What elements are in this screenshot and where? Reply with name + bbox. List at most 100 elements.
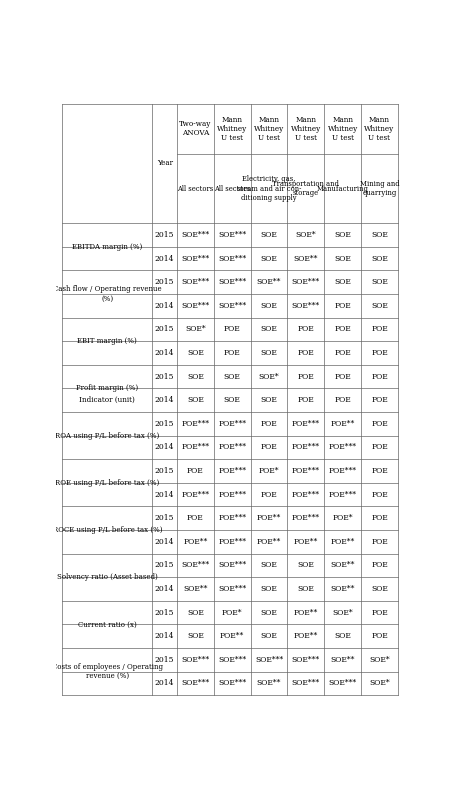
Text: ROE using P/L before tax (%): ROE using P/L before tax (%)	[55, 479, 159, 487]
Text: SOE**: SOE**	[257, 278, 281, 286]
Text: POE: POE	[187, 514, 204, 522]
Text: POE***: POE***	[218, 537, 246, 546]
Text: POE***: POE***	[181, 444, 209, 452]
Text: SOE***: SOE***	[181, 561, 209, 570]
Text: POE***: POE***	[181, 491, 209, 499]
Text: SOE***: SOE***	[218, 231, 246, 239]
Text: 2015: 2015	[155, 561, 174, 570]
Text: POE: POE	[371, 514, 388, 522]
Text: POE**: POE**	[294, 537, 318, 546]
Text: 2015: 2015	[155, 514, 174, 522]
Text: 2014: 2014	[155, 396, 174, 404]
Text: SOE: SOE	[260, 632, 277, 640]
Text: SOE: SOE	[297, 585, 314, 593]
Text: SOE: SOE	[260, 585, 277, 593]
Text: POE: POE	[334, 325, 351, 333]
Text: SOE*: SOE*	[369, 679, 390, 687]
Text: 2015: 2015	[155, 608, 174, 616]
Text: POE: POE	[224, 349, 241, 357]
Text: POE: POE	[371, 632, 388, 640]
Text: POE*: POE*	[222, 608, 242, 616]
Text: SOE: SOE	[260, 349, 277, 357]
Text: SOE: SOE	[260, 325, 277, 333]
Text: POE***: POE***	[218, 444, 246, 452]
Text: SOE: SOE	[297, 561, 314, 570]
Text: SOE***: SOE***	[218, 679, 246, 687]
Text: SOE***: SOE***	[218, 302, 246, 310]
Text: EBITDA margin (%): EBITDA margin (%)	[72, 243, 142, 251]
Text: SOE: SOE	[187, 632, 204, 640]
Text: POE: POE	[334, 302, 351, 310]
Text: POE: POE	[334, 349, 351, 357]
Text: SOE***: SOE***	[218, 278, 246, 286]
Text: Mann
Whitney
U test: Mann Whitney U test	[217, 116, 247, 142]
Text: Manufacturing: Manufacturing	[317, 184, 369, 192]
Text: POE**: POE**	[330, 537, 355, 546]
Text: SOE***: SOE***	[181, 656, 209, 663]
Text: SOE***: SOE***	[181, 302, 209, 310]
Text: POE: POE	[371, 373, 388, 381]
Text: POE: POE	[297, 396, 314, 404]
Text: SOE*: SOE*	[185, 325, 206, 333]
Text: Mining and
quarrying: Mining and quarrying	[360, 180, 399, 197]
Text: Two-way
ANOVA: Two-way ANOVA	[179, 121, 211, 137]
Text: SOE***: SOE***	[218, 656, 246, 663]
Text: SOE: SOE	[260, 396, 277, 404]
Text: SOE**: SOE**	[183, 585, 207, 593]
Text: SOE***: SOE***	[329, 679, 357, 687]
Text: ROCE using P/L before tax (%): ROCE using P/L before tax (%)	[53, 526, 162, 534]
Text: All sectors: All sectors	[177, 184, 213, 192]
Text: SOE**: SOE**	[330, 585, 355, 593]
Text: SOE**: SOE**	[330, 561, 355, 570]
Text: SOE*: SOE*	[332, 608, 353, 616]
Text: POE***: POE***	[292, 491, 320, 499]
Text: 2015: 2015	[155, 373, 174, 381]
Text: Mann
Whitney
U test: Mann Whitney U test	[291, 116, 321, 142]
Text: SOE: SOE	[371, 231, 388, 239]
Text: POE**: POE**	[183, 537, 207, 546]
Text: SOE***: SOE***	[292, 302, 320, 310]
Text: 2014: 2014	[155, 537, 174, 546]
Text: SOE: SOE	[334, 231, 351, 239]
Text: Mann
Whitney
U test: Mann Whitney U test	[254, 116, 284, 142]
Text: Electricity, gas,
steam and air con-
ditioning supply: Electricity, gas, steam and air con- dit…	[237, 176, 301, 202]
Text: SOE***: SOE***	[292, 278, 320, 286]
Text: POE: POE	[224, 325, 241, 333]
Text: SOE: SOE	[334, 278, 351, 286]
Text: All sectors: All sectors	[214, 184, 250, 192]
Text: POE***: POE***	[292, 420, 320, 428]
Text: SOE: SOE	[260, 608, 277, 616]
Text: SOE: SOE	[187, 373, 204, 381]
Text: SOE*: SOE*	[295, 231, 316, 239]
Text: Current ratio (x): Current ratio (x)	[78, 620, 136, 628]
Text: SOE: SOE	[371, 278, 388, 286]
Text: POE*: POE*	[259, 467, 279, 475]
Text: SOE: SOE	[187, 396, 204, 404]
Text: SOE: SOE	[371, 585, 388, 593]
Text: SOE: SOE	[334, 632, 351, 640]
Text: POE***: POE***	[218, 420, 246, 428]
Text: Solvency ratio (Asset based): Solvency ratio (Asset based)	[57, 573, 158, 582]
Text: 2015: 2015	[155, 325, 174, 333]
Text: Transportation and
storage: Transportation and storage	[273, 180, 339, 197]
Text: Mann
Whitney
U test: Mann Whitney U test	[364, 116, 395, 142]
Text: POE***: POE***	[292, 467, 320, 475]
Text: 2014: 2014	[155, 255, 174, 262]
Text: Mann
Whitney
U test: Mann Whitney U test	[327, 116, 358, 142]
Text: SOE***: SOE***	[181, 255, 209, 262]
Text: POE: POE	[371, 561, 388, 570]
Text: POE***: POE***	[181, 420, 209, 428]
Text: 2014: 2014	[155, 302, 174, 310]
Text: SOE: SOE	[334, 255, 351, 262]
Text: POE***: POE***	[218, 491, 246, 499]
Text: POE: POE	[297, 349, 314, 357]
Text: SOE***: SOE***	[181, 231, 209, 239]
Text: POE***: POE***	[292, 444, 320, 452]
Text: EBIT margin (%): EBIT margin (%)	[78, 337, 137, 345]
Text: SOE: SOE	[187, 608, 204, 616]
Text: SOE: SOE	[224, 373, 241, 381]
Text: POE: POE	[334, 396, 351, 404]
Text: POE***: POE***	[218, 514, 246, 522]
Text: Year: Year	[157, 159, 172, 168]
Text: SOE*: SOE*	[259, 373, 279, 381]
